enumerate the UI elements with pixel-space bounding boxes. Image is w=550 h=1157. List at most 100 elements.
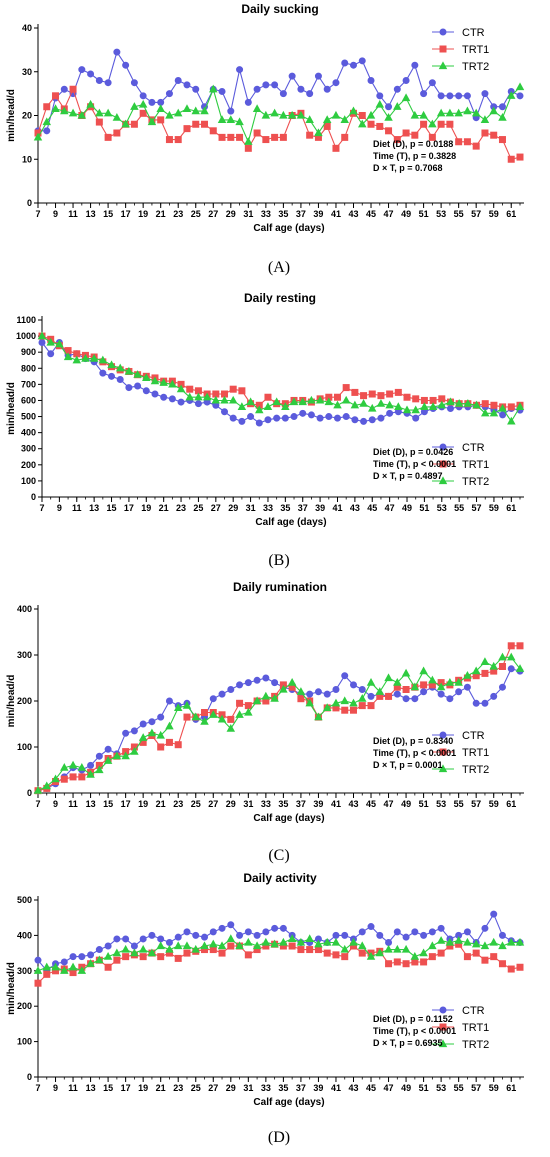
x-tick-label: 31	[243, 209, 253, 219]
y-axis-label: min/head/d	[6, 382, 17, 435]
y-tick-label: 30	[22, 67, 32, 77]
data-point	[174, 136, 182, 144]
data-point	[183, 81, 191, 89]
x-tick-label: 29	[226, 799, 236, 809]
data-point	[428, 675, 437, 684]
data-point	[516, 92, 524, 100]
data-point	[498, 683, 506, 691]
data-point	[238, 387, 246, 395]
data-point	[272, 397, 281, 406]
data-point	[252, 104, 262, 113]
data-point	[200, 106, 209, 115]
data-point	[385, 692, 393, 700]
data-point	[174, 933, 182, 941]
stat-text: D × T, p = 0.4897	[373, 471, 443, 481]
data-point	[194, 400, 202, 408]
data-point	[410, 110, 420, 119]
x-tick-label: 61	[506, 799, 516, 809]
x-tick-label: 23	[173, 1083, 183, 1093]
x-tick-label: 17	[121, 799, 131, 809]
data-point	[271, 924, 279, 932]
data-point	[384, 673, 393, 682]
y-tick-label: 300	[17, 650, 32, 660]
data-point	[252, 941, 262, 950]
data-point	[86, 99, 95, 108]
series-line	[37, 943, 521, 984]
data-point	[314, 688, 322, 696]
data-point	[60, 966, 69, 974]
x-tick-label: 11	[68, 209, 78, 219]
x-tick-label: 53	[436, 209, 446, 219]
x-axis-label: Calf age (days)	[253, 223, 324, 234]
data-point	[436, 936, 446, 944]
y-tick-label: 100	[17, 742, 32, 752]
data-point	[279, 133, 287, 141]
data-point	[60, 958, 68, 966]
data-point	[130, 727, 138, 735]
data-point	[235, 941, 244, 950]
data-point	[226, 115, 236, 123]
data-point	[410, 682, 420, 691]
data-point	[410, 952, 420, 960]
data-point	[366, 677, 376, 686]
data-point	[86, 769, 95, 778]
data-point	[507, 155, 515, 163]
x-tick-label: 31	[246, 503, 256, 513]
data-point	[253, 676, 261, 684]
data-point	[228, 395, 238, 404]
data-point	[262, 136, 270, 144]
legend-marker	[438, 61, 448, 70]
stat-text: Diet (D), p = 0.1152	[373, 1014, 453, 1024]
stat-text: Time (T), p = 0.3828	[373, 151, 456, 161]
series-trt1	[34, 642, 524, 795]
data-point	[386, 409, 394, 417]
data-point	[116, 376, 124, 384]
y-tick-label: 300	[17, 966, 32, 976]
data-point	[299, 409, 307, 417]
data-point	[498, 941, 507, 950]
data-point	[420, 120, 428, 128]
data-point	[244, 951, 252, 959]
data-point	[218, 924, 226, 932]
x-tick-label: 45	[367, 503, 377, 513]
data-point	[332, 79, 340, 87]
data-point	[349, 106, 358, 115]
data-point	[177, 398, 185, 406]
data-point	[38, 339, 46, 347]
data-point	[95, 946, 103, 954]
data-point	[42, 117, 52, 126]
x-tick-label: 33	[261, 209, 271, 219]
data-point	[367, 692, 375, 700]
data-point	[60, 106, 69, 115]
data-point	[455, 92, 463, 100]
legend-label: TRT1	[462, 459, 489, 471]
data-point	[51, 104, 60, 113]
data-point	[393, 928, 401, 936]
data-point	[235, 710, 244, 718]
data-point	[192, 120, 200, 128]
data-point	[481, 129, 489, 137]
data-point	[281, 414, 289, 422]
data-point	[174, 77, 182, 84]
data-point	[72, 355, 82, 364]
chart-3: Daily rumination 0 100 200 300 400 7 9 11 13 15 17 1…	[6, 580, 525, 864]
data-point	[420, 402, 429, 410]
x-tick-label: 33	[263, 503, 273, 513]
data-point	[428, 119, 437, 128]
x-tick-label: 49	[402, 503, 412, 513]
x-tick-label: 39	[313, 1083, 323, 1093]
data-point	[87, 761, 95, 769]
legend-marker	[439, 731, 447, 739]
data-point	[68, 962, 78, 971]
x-tick-label: 57	[471, 1083, 481, 1093]
x-tick-label: 59	[489, 799, 499, 809]
stat-text: Diet (D), p = 0.0426	[373, 447, 453, 457]
data-point	[46, 337, 55, 346]
series-trt2	[33, 652, 525, 794]
data-point	[157, 935, 165, 943]
data-point	[261, 937, 271, 946]
data-point	[191, 712, 200, 721]
data-point	[244, 144, 252, 152]
x-tick-label: 51	[419, 209, 429, 219]
